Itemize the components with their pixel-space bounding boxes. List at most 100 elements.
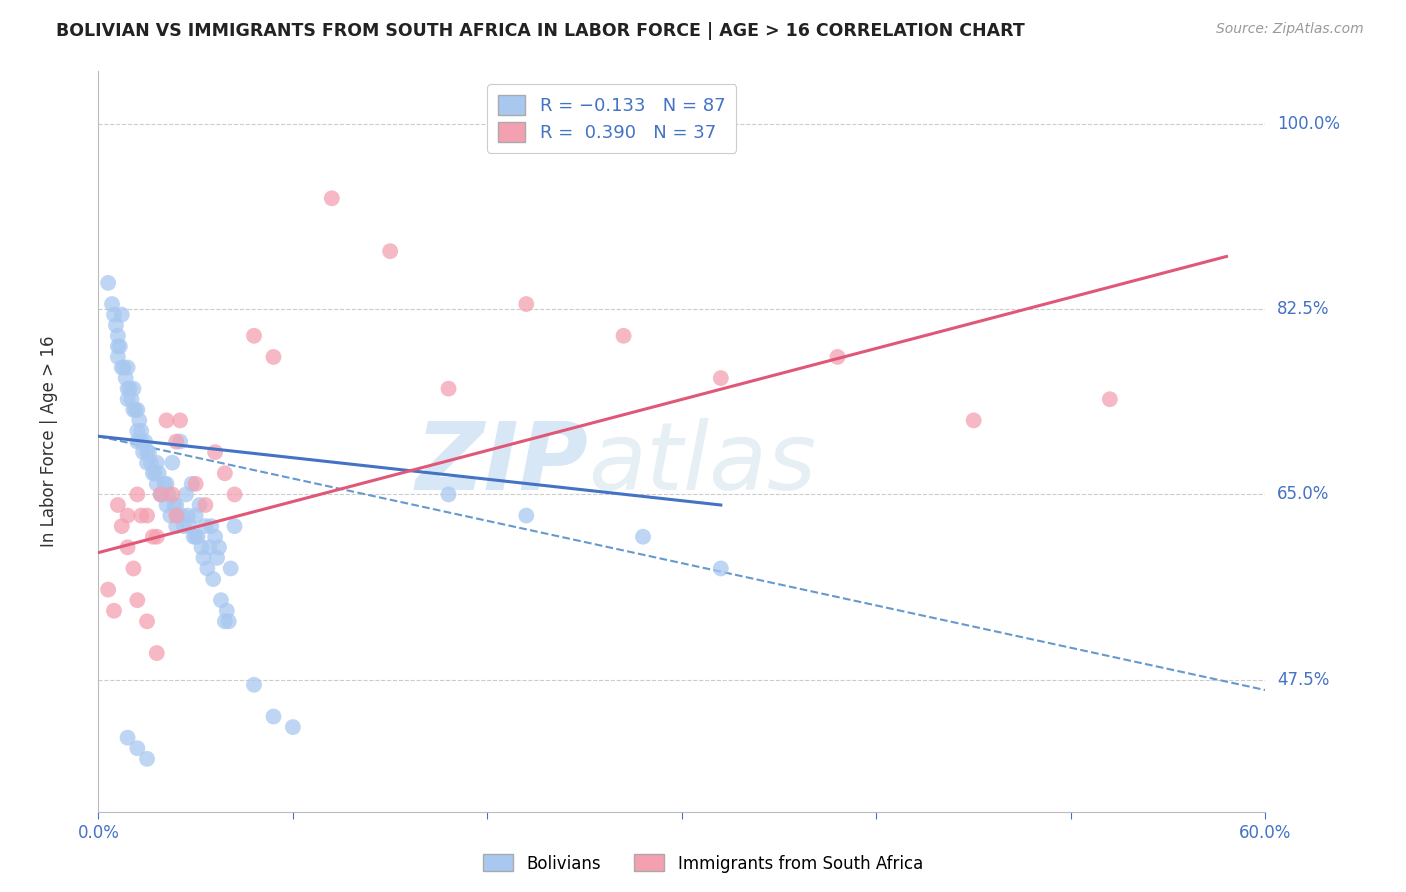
Point [142, 467, 165, 481]
Point [136, 752, 159, 766]
Point [827, 350, 849, 364]
Text: 100.0%: 100.0% [1277, 115, 1340, 133]
Point [184, 476, 207, 491]
Point [114, 371, 136, 385]
Point [155, 413, 177, 427]
Text: BOLIVIAN VS IMMIGRANTS FROM SOUTH AFRICA IN LABOR FORCE | AGE > 16 CORRELATION C: BOLIVIAN VS IMMIGRANTS FROM SOUTH AFRICA… [56, 22, 1025, 40]
Point [165, 519, 187, 533]
Point [127, 487, 149, 501]
Point [177, 508, 200, 523]
Text: atlas: atlas [589, 418, 817, 509]
Point [136, 456, 159, 470]
Point [190, 541, 212, 555]
Point [117, 382, 139, 396]
Text: Source: ZipAtlas.com: Source: ZipAtlas.com [1216, 22, 1364, 37]
Point [107, 339, 129, 353]
Point [183, 530, 205, 544]
Point [111, 308, 134, 322]
Point [103, 308, 125, 322]
Point [108, 339, 131, 353]
Point [200, 519, 222, 533]
Point [117, 508, 139, 523]
Point [631, 530, 654, 544]
Text: ZIP: ZIP [416, 417, 589, 509]
Point [101, 297, 124, 311]
Point [107, 350, 129, 364]
Point [128, 413, 150, 427]
Point [224, 487, 246, 501]
Point [169, 434, 191, 449]
Point [165, 434, 187, 449]
Point [155, 476, 177, 491]
Point [202, 572, 225, 586]
Point [262, 350, 284, 364]
Point [224, 519, 246, 533]
Point [122, 402, 145, 417]
Point [165, 498, 187, 512]
Point [262, 709, 284, 723]
Point [170, 508, 193, 523]
Point [146, 530, 169, 544]
Point [117, 392, 139, 407]
Point [321, 191, 343, 205]
Point [380, 244, 402, 259]
Point [117, 731, 139, 745]
Text: 47.5%: 47.5% [1277, 671, 1330, 689]
Point [134, 434, 156, 449]
Point [198, 541, 221, 555]
Point [136, 508, 159, 523]
Point [162, 487, 184, 501]
Point [167, 508, 190, 523]
Point [179, 519, 201, 533]
Text: 65.0%: 65.0% [1277, 485, 1330, 503]
Point [218, 615, 240, 629]
Point [149, 487, 172, 501]
Point [159, 508, 181, 523]
Legend: Bolivians, Immigrants from South Africa: Bolivians, Immigrants from South Africa [477, 847, 929, 880]
Point [103, 604, 125, 618]
Point [180, 476, 202, 491]
Point [104, 318, 127, 333]
Point [129, 434, 152, 449]
Point [209, 593, 232, 607]
Point [132, 445, 155, 459]
Point [117, 360, 139, 375]
Point [515, 508, 537, 523]
Point [157, 487, 180, 501]
Point [111, 360, 134, 375]
Point [124, 402, 146, 417]
Point [193, 550, 215, 565]
Point [710, 371, 733, 385]
Point [138, 445, 160, 459]
Point [139, 456, 162, 470]
Point [121, 392, 143, 407]
Point [107, 328, 129, 343]
Point [127, 424, 149, 438]
Legend: R = −0.133   N = 87, R =  0.390   N = 37: R = −0.133 N = 87, R = 0.390 N = 37 [488, 84, 737, 153]
Point [148, 467, 170, 481]
Point [143, 467, 166, 481]
Point [187, 530, 209, 544]
Point [142, 530, 165, 544]
Point [127, 741, 149, 756]
Point [152, 487, 174, 501]
Point [97, 276, 120, 290]
Point [184, 530, 207, 544]
Point [163, 498, 186, 512]
Point [243, 328, 266, 343]
Point [169, 413, 191, 427]
Point [129, 424, 152, 438]
Point [117, 541, 139, 555]
Point [165, 508, 187, 523]
Point [127, 593, 149, 607]
Point [437, 487, 460, 501]
Point [146, 646, 169, 660]
Point [204, 530, 226, 544]
Point [710, 561, 733, 575]
Point [515, 297, 537, 311]
Point [174, 487, 197, 501]
Point [1098, 392, 1121, 407]
Point [153, 476, 176, 491]
Point [162, 456, 184, 470]
Point [205, 550, 228, 565]
